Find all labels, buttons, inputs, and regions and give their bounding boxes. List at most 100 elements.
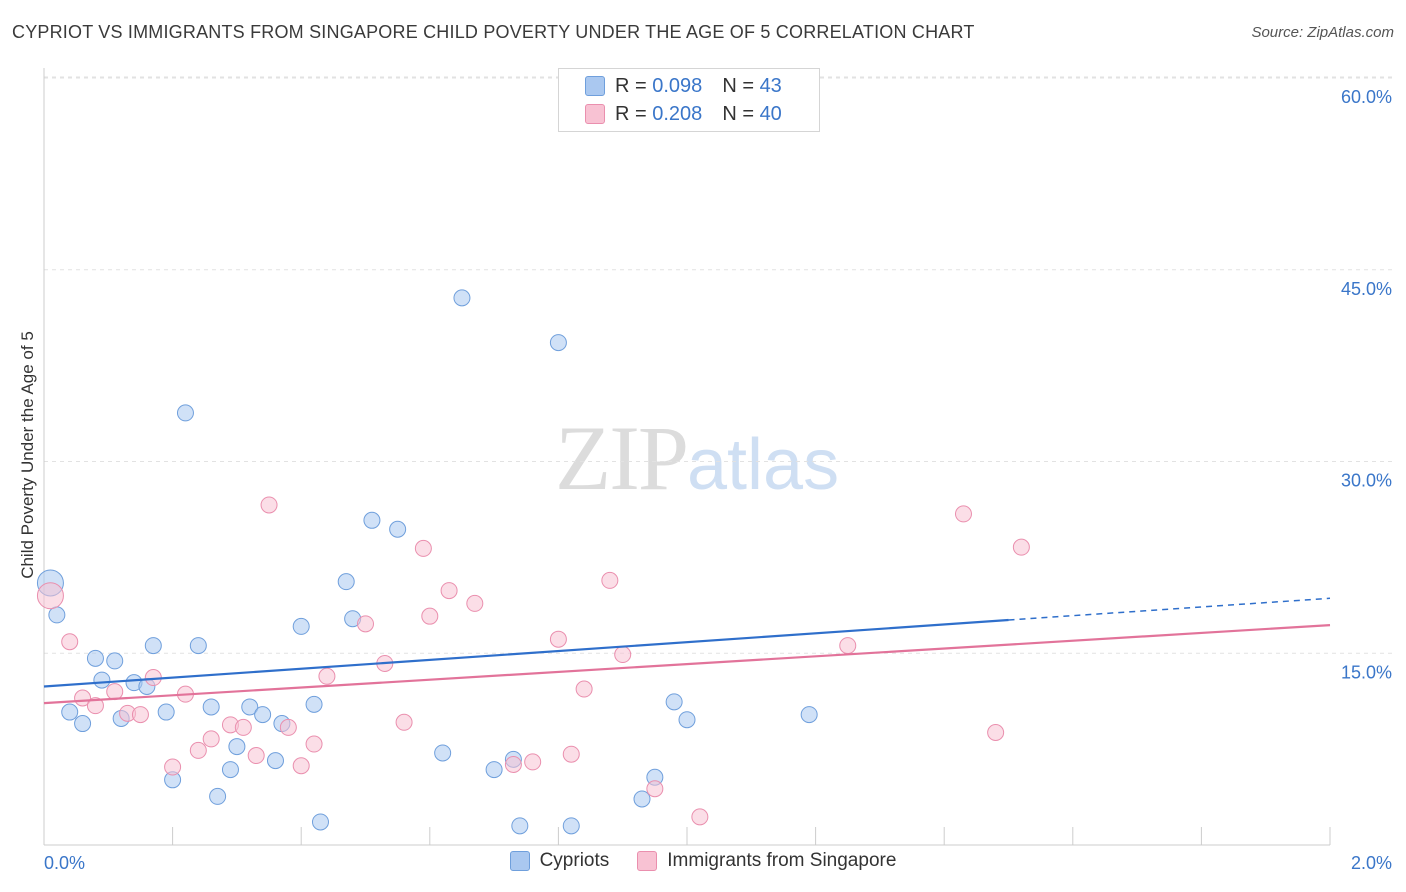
data-point bbox=[421, 607, 439, 625]
data-point bbox=[209, 787, 227, 805]
data-point bbox=[1012, 538, 1030, 556]
data-point bbox=[549, 334, 567, 352]
stats-swatch-singapore bbox=[585, 104, 605, 124]
data-point bbox=[562, 817, 580, 835]
y-tick-label: 30.0% bbox=[1341, 471, 1392, 491]
data-point bbox=[395, 713, 413, 731]
data-point bbox=[86, 649, 104, 667]
data-point bbox=[575, 680, 593, 698]
data-point bbox=[614, 646, 632, 664]
data-point bbox=[800, 706, 818, 724]
data-point bbox=[292, 757, 310, 775]
data-point bbox=[524, 753, 542, 771]
stats-row-cypriots: R = 0.098 N = 43 bbox=[585, 72, 782, 100]
data-point bbox=[414, 539, 432, 557]
data-point bbox=[202, 698, 220, 716]
data-point bbox=[279, 718, 297, 736]
data-point bbox=[106, 652, 124, 670]
data-point bbox=[189, 637, 207, 655]
data-point bbox=[665, 693, 683, 711]
data-point bbox=[144, 637, 162, 655]
y-tick-label: 45.0% bbox=[1341, 279, 1392, 299]
trend-line-cypriots bbox=[43, 618, 1009, 688]
data-point bbox=[48, 606, 66, 624]
series-cypriots bbox=[36, 289, 818, 835]
stats-n-label: N = bbox=[722, 102, 754, 125]
data-point bbox=[633, 790, 651, 808]
x-tick-label-min: 0.0% bbox=[44, 853, 85, 873]
data-point bbox=[389, 520, 407, 538]
y-tick-label: 60.0% bbox=[1341, 87, 1392, 107]
data-point bbox=[74, 715, 92, 733]
data-point bbox=[562, 745, 580, 763]
data-point bbox=[61, 633, 79, 651]
chart-legend: Cypriots Immigrants from Singapore bbox=[0, 850, 1406, 872]
data-point bbox=[241, 698, 259, 716]
stats-r-label: R = bbox=[615, 74, 647, 97]
data-point bbox=[292, 617, 310, 635]
data-point bbox=[157, 703, 175, 721]
legend-swatch-singapore bbox=[637, 851, 658, 871]
stats-n-value: 43 bbox=[759, 74, 782, 97]
data-point bbox=[549, 630, 567, 648]
data-point bbox=[987, 724, 1005, 742]
data-point bbox=[466, 594, 484, 612]
x-tick-label-max: 2.0% bbox=[1351, 853, 1392, 873]
stats-n-label: N = bbox=[722, 74, 754, 97]
data-point bbox=[357, 615, 374, 633]
data-point bbox=[601, 571, 619, 589]
chart-title: CYPRIOT VS IMMIGRANTS FROM SINGAPORE CHI… bbox=[12, 22, 975, 42]
stats-legend-box: R = 0.098 N = 43 R = 0.208 N = 40 bbox=[558, 68, 820, 132]
stats-r-label: R = bbox=[615, 102, 647, 125]
data-point bbox=[337, 573, 355, 591]
data-point bbox=[434, 744, 452, 762]
data-point bbox=[164, 758, 182, 776]
data-point bbox=[954, 505, 972, 523]
y-axis-label: Child Poverty Under the Age of 5 bbox=[18, 331, 37, 579]
data-point bbox=[266, 752, 284, 770]
data-point bbox=[86, 697, 104, 715]
data-point bbox=[106, 683, 124, 701]
data-point bbox=[646, 780, 664, 798]
legend-label-singapore: Immigrants from Singapore bbox=[667, 850, 897, 871]
data-point bbox=[176, 404, 194, 422]
data-point bbox=[228, 738, 246, 756]
data-point bbox=[839, 637, 857, 655]
data-point bbox=[247, 747, 265, 765]
watermark-zip: ZIP bbox=[555, 407, 689, 509]
watermark-atlas: atlas bbox=[687, 425, 840, 505]
series-singapore bbox=[36, 496, 1030, 826]
data-point bbox=[93, 671, 111, 689]
legend-item-cypriots[interactable]: Cypriots bbox=[509, 850, 610, 872]
trend-line-singapore bbox=[43, 624, 1331, 705]
data-point bbox=[131, 706, 149, 724]
stats-n-value: 40 bbox=[759, 102, 782, 125]
stats-swatch-cypriots bbox=[585, 76, 605, 96]
data-point bbox=[440, 582, 458, 600]
legend-swatch-cypriots bbox=[509, 851, 530, 871]
watermark: ZIPatlas bbox=[555, 405, 839, 511]
data-point bbox=[260, 496, 278, 514]
data-point bbox=[318, 667, 336, 685]
data-point bbox=[202, 730, 220, 748]
y-tick-label: 15.0% bbox=[1341, 662, 1392, 682]
data-point bbox=[61, 703, 79, 721]
legend-label-cypriots: Cypriots bbox=[539, 850, 610, 871]
data-point bbox=[363, 511, 381, 529]
data-point bbox=[254, 706, 272, 724]
stats-r-value: 0.098 bbox=[652, 74, 703, 97]
data-point bbox=[234, 718, 252, 736]
data-point bbox=[453, 289, 471, 307]
data-point bbox=[189, 741, 207, 759]
data-point bbox=[305, 695, 323, 713]
data-point bbox=[311, 813, 329, 831]
source-label: Source: ZipAtlas.com bbox=[1251, 24, 1394, 41]
data-point bbox=[485, 761, 503, 779]
trend-line-extension-cypriots bbox=[1008, 597, 1331, 621]
data-point bbox=[305, 735, 323, 753]
stats-row-singapore: R = 0.208 N = 40 bbox=[585, 100, 782, 128]
data-point bbox=[221, 761, 239, 779]
legend-item-singapore[interactable]: Immigrants from Singapore bbox=[637, 850, 896, 872]
data-point bbox=[511, 817, 529, 835]
